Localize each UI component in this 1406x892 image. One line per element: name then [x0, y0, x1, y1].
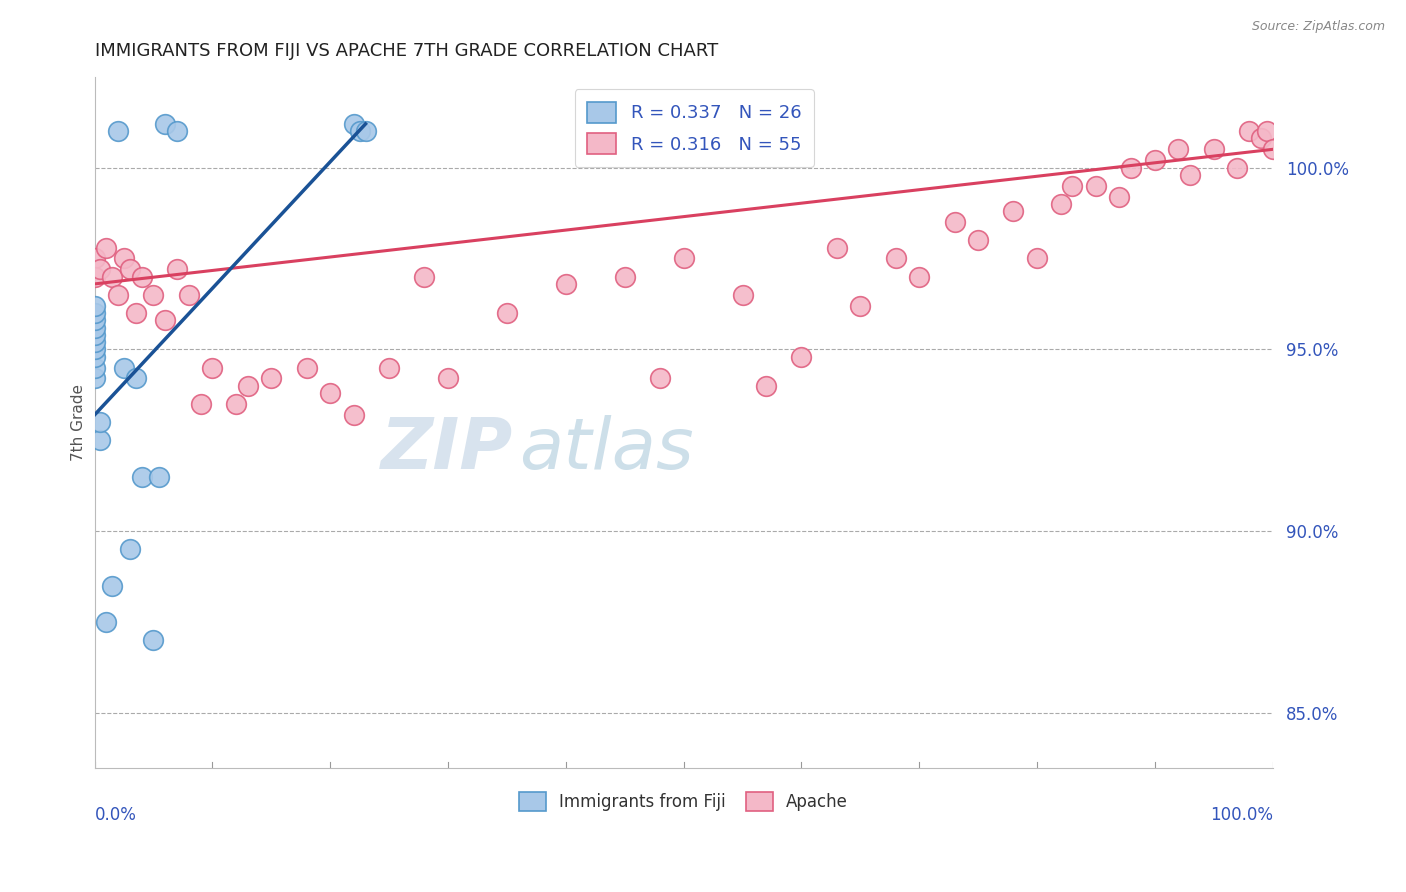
Text: IMMIGRANTS FROM FIJI VS APACHE 7TH GRADE CORRELATION CHART: IMMIGRANTS FROM FIJI VS APACHE 7TH GRADE… — [94, 42, 718, 60]
Point — [83, 350, 105, 364]
Point — [201, 360, 224, 375]
Point — [107, 124, 129, 138]
Point — [755, 378, 778, 392]
Point — [354, 124, 377, 138]
Point — [225, 397, 247, 411]
Point — [166, 124, 188, 138]
Point — [112, 360, 135, 375]
Point — [155, 117, 177, 131]
Point — [1026, 252, 1049, 266]
Text: 100.0%: 100.0% — [1209, 805, 1272, 823]
Point — [107, 288, 129, 302]
Point — [1108, 189, 1130, 203]
Point — [260, 371, 283, 385]
Text: Source: ZipAtlas.com: Source: ZipAtlas.com — [1251, 20, 1385, 33]
Point — [131, 269, 153, 284]
Point — [1084, 178, 1107, 193]
Point — [101, 579, 124, 593]
Text: ZIP: ZIP — [381, 416, 513, 484]
Point — [125, 306, 148, 320]
Point — [89, 415, 111, 429]
Point — [83, 343, 105, 357]
Point — [849, 299, 872, 313]
Point — [648, 371, 671, 385]
Point — [236, 378, 259, 392]
Point — [1049, 197, 1071, 211]
Point — [1261, 142, 1284, 156]
Point — [1167, 142, 1189, 156]
Point — [131, 469, 153, 483]
Point — [496, 306, 519, 320]
Point — [1143, 153, 1166, 168]
Point — [118, 262, 141, 277]
Point — [343, 117, 366, 131]
Point — [96, 241, 118, 255]
Point — [112, 252, 135, 266]
Point — [101, 269, 124, 284]
Point — [96, 615, 118, 630]
Point — [349, 124, 371, 138]
Point — [1237, 124, 1260, 138]
Point — [190, 397, 212, 411]
Point — [155, 313, 177, 327]
Point — [83, 320, 105, 334]
Point — [378, 360, 401, 375]
Point — [1226, 161, 1249, 175]
Point — [413, 269, 436, 284]
Point — [83, 335, 105, 350]
Point — [83, 299, 105, 313]
Point — [83, 327, 105, 342]
Point — [177, 288, 200, 302]
Point — [118, 542, 141, 557]
Text: 0.0%: 0.0% — [94, 805, 136, 823]
Point — [1178, 168, 1201, 182]
Point — [1062, 178, 1084, 193]
Point — [967, 233, 990, 247]
Point — [148, 469, 170, 483]
Point — [908, 269, 931, 284]
Point — [89, 434, 111, 448]
Point — [319, 386, 342, 401]
Point — [142, 288, 165, 302]
Point — [83, 269, 105, 284]
Point — [1256, 124, 1278, 138]
Point — [125, 371, 148, 385]
Point — [89, 262, 111, 277]
Point — [825, 241, 848, 255]
Legend: Immigrants from Fiji, Apache: Immigrants from Fiji, Apache — [513, 786, 855, 818]
Point — [295, 360, 318, 375]
Point — [613, 269, 636, 284]
Point — [83, 371, 105, 385]
Point — [166, 262, 188, 277]
Point — [343, 408, 366, 422]
Point — [943, 215, 966, 229]
Text: atlas: atlas — [519, 416, 693, 484]
Point — [672, 252, 695, 266]
Point — [83, 360, 105, 375]
Point — [83, 252, 105, 266]
Y-axis label: 7th Grade: 7th Grade — [72, 384, 86, 460]
Point — [554, 277, 576, 291]
Point — [1250, 131, 1272, 145]
Point — [437, 371, 460, 385]
Point — [83, 313, 105, 327]
Point — [1002, 204, 1025, 219]
Point — [884, 252, 907, 266]
Point — [790, 350, 813, 364]
Point — [1202, 142, 1225, 156]
Point — [731, 288, 754, 302]
Point — [83, 306, 105, 320]
Point — [142, 633, 165, 648]
Point — [1121, 161, 1143, 175]
